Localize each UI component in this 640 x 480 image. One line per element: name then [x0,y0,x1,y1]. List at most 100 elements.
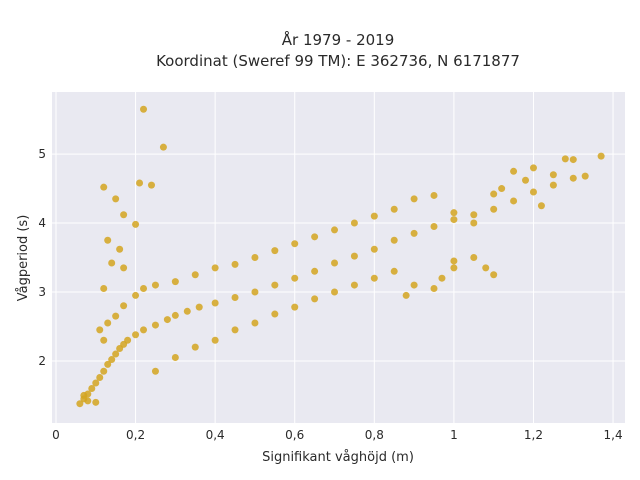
data-point [450,257,458,265]
data-point [84,397,92,405]
data-point [104,360,112,368]
data-point [92,379,100,387]
x-tick-label: 0,8 [365,428,384,442]
data-point [231,326,239,334]
data-point [271,281,279,289]
data-point [490,271,498,279]
data-point [529,188,537,196]
y-axis-label: Vågperiod (s) [16,215,31,302]
data-point [112,312,120,320]
data-point [498,185,506,193]
data-point [211,336,219,344]
data-point [96,373,104,381]
data-point [132,331,140,339]
data-point [569,156,577,164]
data-point [482,264,490,272]
data-point [88,385,96,393]
x-tick-label: 1,4 [604,428,623,442]
data-point [116,245,124,253]
data-point [120,264,128,272]
data-point [350,252,358,260]
data-point [100,367,108,375]
data-point [183,307,191,315]
data-point [163,316,171,324]
data-point [331,288,339,296]
data-point [104,319,112,327]
data-point [108,356,116,364]
data-point [112,350,120,358]
y-gridlines [52,153,625,362]
data-point [450,216,458,224]
data-point [151,367,159,375]
data-point [522,176,530,184]
x-tick-label: 0 [52,428,60,442]
data-point [132,291,140,299]
y-tick-labels: 2 3 4 5 [38,147,46,368]
data-point [537,202,545,210]
x-tick-label: 1 [450,428,458,442]
x-tick-label: 0,2 [126,428,145,442]
data-point [120,211,128,219]
data-point [370,274,378,282]
plot-area [52,92,625,423]
data-point [251,254,259,261]
data-point [331,226,339,234]
data-point [410,195,418,203]
data-point [112,195,120,203]
data-point [100,336,108,344]
data-point [390,205,398,213]
data-point [390,267,398,275]
data-point [271,247,279,255]
data-point [438,274,446,282]
data-point [549,171,557,179]
data-point [96,326,104,334]
data-point [529,164,537,172]
data-point [291,303,299,311]
y-tick-label: 4 [38,216,46,230]
data-point [92,398,100,406]
x-tick-label: 0,4 [206,428,225,442]
data-point [251,288,259,296]
data-point [140,105,148,113]
data-point [350,219,358,227]
data-point [370,212,378,220]
data-point [136,179,144,187]
data-point [311,233,319,241]
data-point [124,336,132,344]
data-point [104,236,112,244]
data-point [470,254,478,261]
chart-title-line2: Koordinat (Sweref 99 TM): E 362736, N 61… [156,52,520,70]
data-point [108,259,116,267]
y-tick-label: 2 [38,354,46,368]
data-point [450,209,458,217]
x-tick-labels: 0 0,2 0,4 0,6 0,8 1 1,2 1,4 [52,428,622,442]
data-point [410,281,418,289]
data-point [561,155,569,163]
data-point [350,281,358,289]
data-point [132,220,140,228]
data-point [251,319,259,327]
x-tick-label: 0,6 [285,428,304,442]
data-point [390,236,398,244]
data-point [470,219,478,227]
data-point [597,152,605,160]
data-point [191,271,199,279]
data-point [490,190,498,198]
data-point [80,391,88,399]
data-point [231,260,239,268]
x-tick-label: 1,2 [524,428,543,442]
data-point [430,222,438,230]
data-point [211,264,219,272]
data-point [450,264,458,272]
data-point [549,181,557,189]
data-point [490,205,498,213]
data-point [430,191,438,199]
data-point [291,274,299,282]
y-tick-label: 5 [38,147,46,161]
data-point [120,302,128,310]
data-point [370,245,378,253]
data-point [195,303,203,311]
data-point [211,299,219,307]
data-point [271,310,279,318]
